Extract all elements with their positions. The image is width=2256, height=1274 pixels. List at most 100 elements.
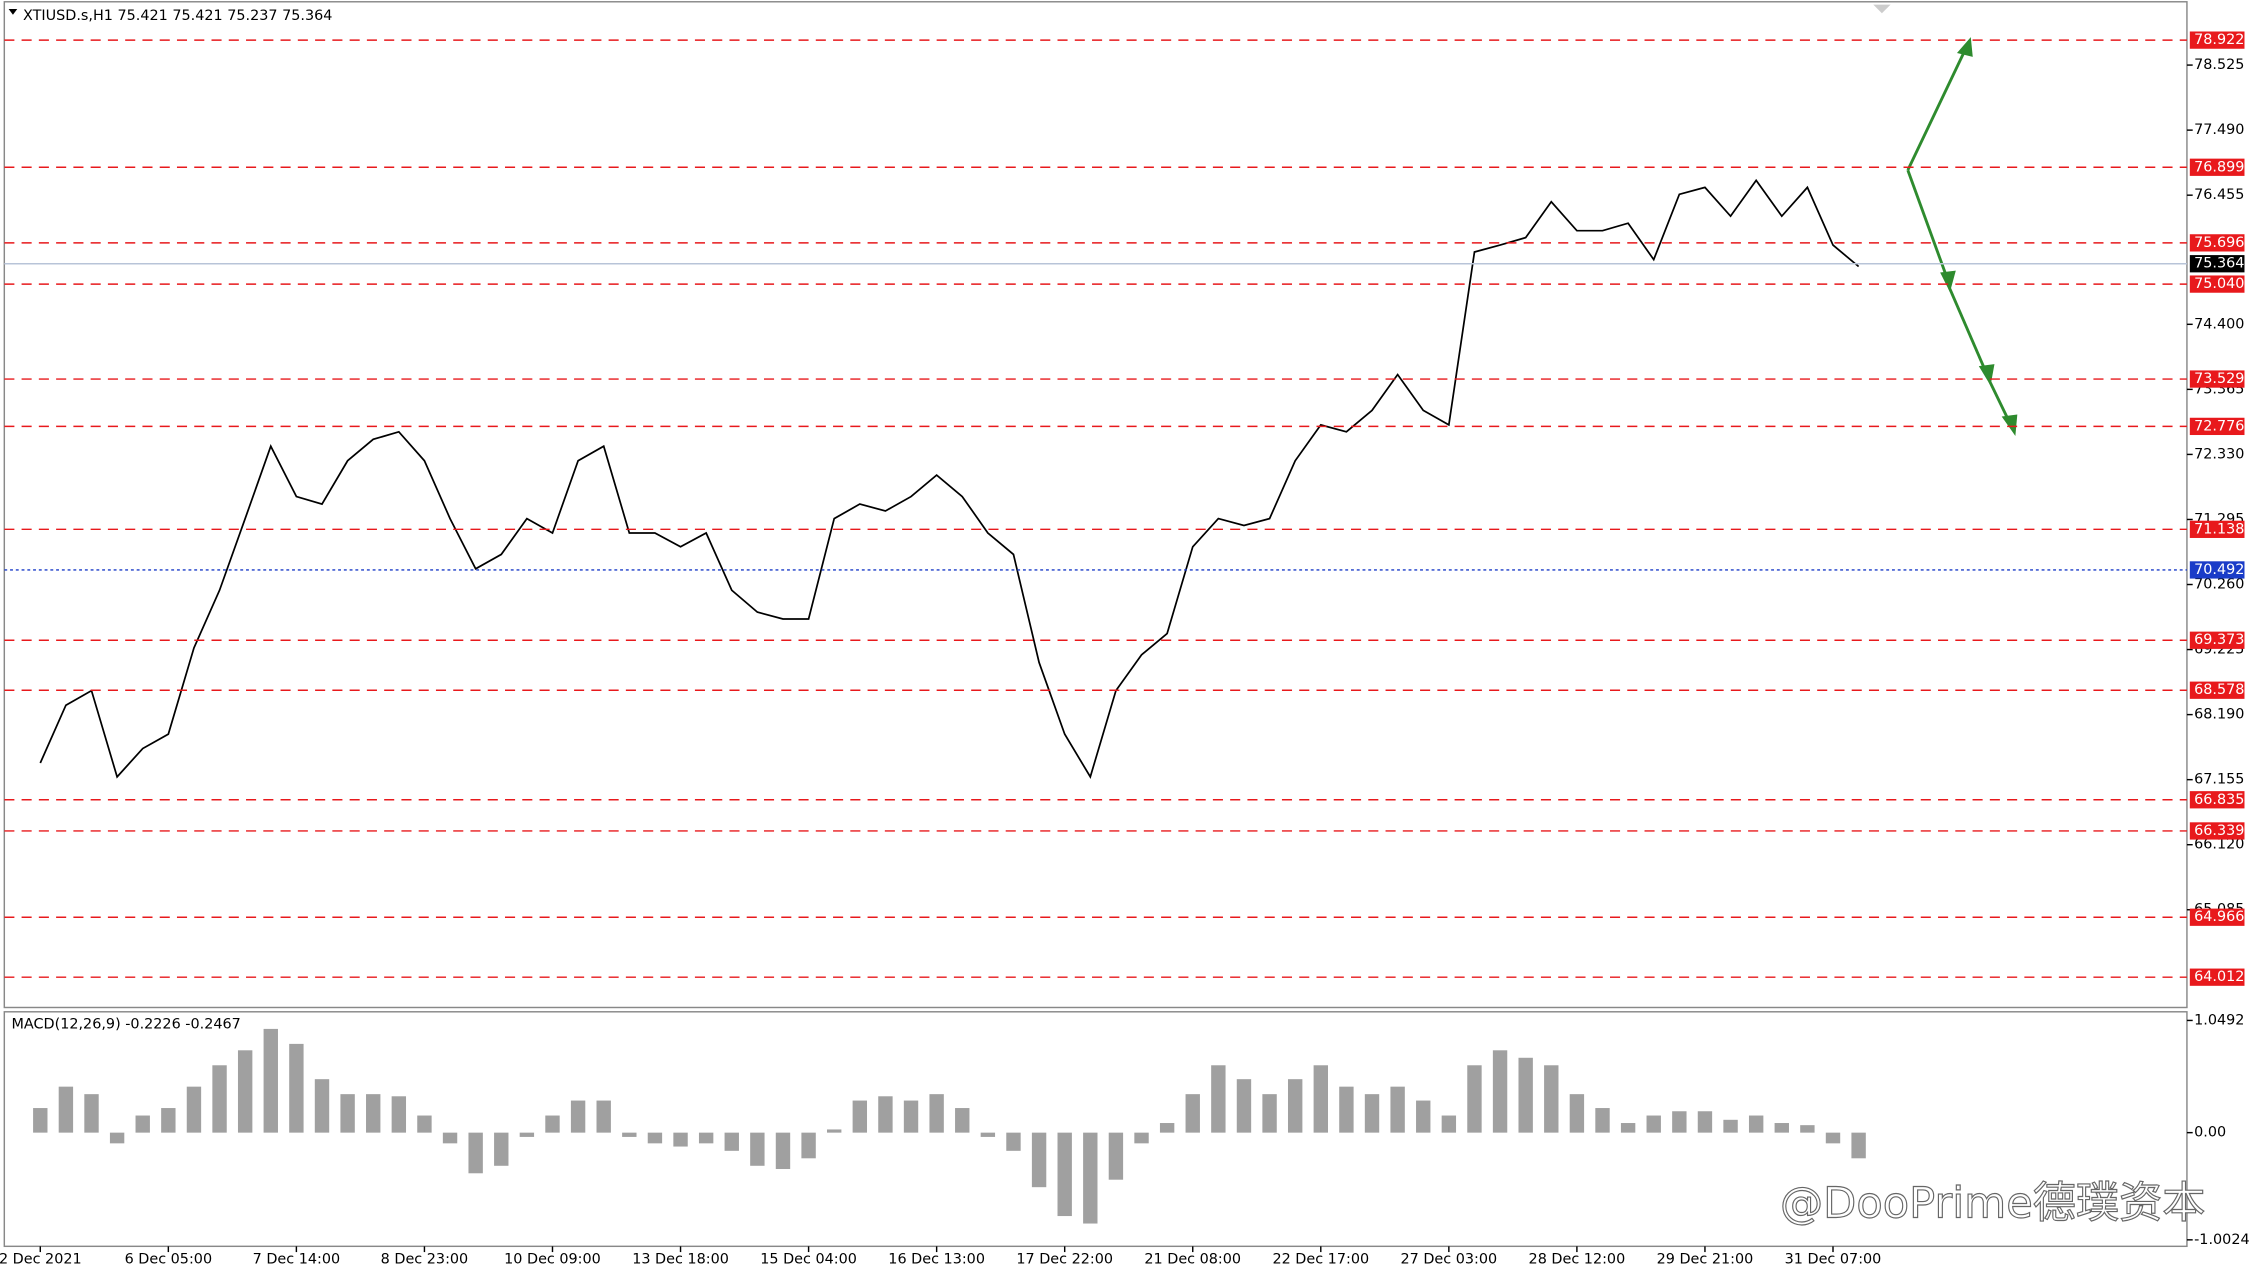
level-label: 78.922 xyxy=(2194,32,2244,48)
x-tick-label: 31 Dec 07:00 xyxy=(1785,1251,1882,1267)
x-tick-label: 6 Dec 05:00 xyxy=(125,1251,213,1267)
level-label-box xyxy=(2189,561,2245,579)
macd-bar xyxy=(1159,1123,1175,1133)
level-label: 70.492 xyxy=(2194,562,2244,578)
level-label: 69.373 xyxy=(2194,632,2244,648)
macd-pane xyxy=(3,1011,2188,1248)
y-tick-label: 74.400 xyxy=(2194,316,2244,332)
macd-bar xyxy=(673,1132,688,1147)
macd-bar xyxy=(1262,1094,1277,1133)
macd-bar xyxy=(1211,1065,1226,1133)
macd-bar xyxy=(1416,1100,1431,1133)
macd-bar xyxy=(775,1132,791,1170)
macd-bar xyxy=(1518,1057,1533,1133)
level-label-box xyxy=(2189,520,2245,538)
macd-bar xyxy=(878,1096,893,1133)
macd-bar xyxy=(1006,1132,1021,1151)
level-label-box xyxy=(2189,255,2245,273)
macd-bar xyxy=(366,1094,381,1133)
x-tick-label: 28 Dec 12:00 xyxy=(1529,1251,1626,1267)
macd-bar xyxy=(212,1065,227,1133)
level-label-box xyxy=(2189,234,2245,252)
macd-bar xyxy=(1800,1125,1815,1133)
macd-bar xyxy=(1364,1094,1380,1133)
y-tick-label: -1.0024 xyxy=(2194,1232,2250,1248)
macd-bar xyxy=(237,1050,253,1133)
macd-bar xyxy=(1620,1123,1636,1133)
macd-bar xyxy=(955,1108,970,1133)
macd-bar xyxy=(391,1096,407,1133)
x-tick-label: 22 Dec 17:00 xyxy=(1272,1251,1369,1267)
level-label-box xyxy=(2189,681,2245,699)
y-tick-label: 76.455 xyxy=(2194,187,2244,203)
y-tick-label: 72.330 xyxy=(2194,446,2244,462)
level-label: 73.529 xyxy=(2194,371,2244,387)
macd-bar xyxy=(340,1094,355,1133)
macd-bar xyxy=(1825,1132,1841,1144)
level-label-box xyxy=(2189,822,2245,840)
macd-bar xyxy=(852,1100,868,1133)
level-label-box xyxy=(2189,158,2245,176)
macd-bar xyxy=(58,1086,74,1133)
macd-bar xyxy=(519,1132,535,1137)
macd-bar xyxy=(903,1100,919,1133)
y-tick-label: 68.190 xyxy=(2194,707,2244,723)
x-tick-label: 13 Dec 18:00 xyxy=(632,1251,729,1267)
level-label: 71.138 xyxy=(2194,521,2244,537)
x-tick-label: 2 Dec 2021 xyxy=(0,1251,82,1267)
chart-title: XTIUSD.s,H1 75.421 75.421 75.237 75.364 xyxy=(23,8,332,24)
x-tick-label: 8 Dec 23:00 xyxy=(381,1251,469,1267)
menu-marker xyxy=(8,8,18,15)
macd-bar xyxy=(1390,1086,1405,1133)
level-label-box xyxy=(2189,417,2245,436)
level-label: 76.899 xyxy=(2194,159,2244,175)
macd-bar xyxy=(801,1132,816,1159)
macd-bar xyxy=(1031,1132,1047,1188)
macd-bar xyxy=(109,1132,125,1144)
macd-bar xyxy=(647,1132,663,1144)
y-tick-label: 1.0492 xyxy=(2194,1012,2244,1028)
macd-bar xyxy=(442,1132,458,1144)
macd-bar xyxy=(468,1132,483,1174)
macd-bar xyxy=(1544,1065,1559,1133)
macd-bar xyxy=(417,1115,432,1133)
x-tick-label: 10 Dec 09:00 xyxy=(504,1251,601,1267)
macd-title: MACD(12,26,9) -0.2226 -0.2467 xyxy=(12,1017,241,1033)
macd-bar xyxy=(622,1132,637,1137)
macd-bar xyxy=(494,1132,509,1166)
level-label: 75.364 xyxy=(2194,256,2244,272)
level-label-box xyxy=(2189,908,2245,926)
macd-bar xyxy=(186,1086,202,1133)
macd-bar xyxy=(314,1079,330,1133)
macd-bar xyxy=(289,1043,304,1133)
macd-bar xyxy=(1774,1123,1789,1133)
macd-bar xyxy=(1723,1119,1738,1133)
level-label-box xyxy=(2189,968,2245,986)
level-label: 75.696 xyxy=(2194,235,2244,251)
macd-bar xyxy=(1313,1065,1328,1133)
main-pane xyxy=(3,1,2188,1009)
level-label: 64.966 xyxy=(2194,909,2244,925)
macd-bar xyxy=(827,1129,842,1133)
macd-bar xyxy=(750,1132,765,1166)
macd-bar xyxy=(698,1132,714,1144)
y-tick-label: 78.525 xyxy=(2194,57,2244,73)
macd-bar xyxy=(980,1132,996,1137)
level-label-box xyxy=(2189,370,2245,388)
level-label-box xyxy=(2189,631,2245,649)
macd-bar xyxy=(1492,1050,1508,1133)
macd-bar xyxy=(263,1028,278,1133)
macd-bar xyxy=(929,1094,944,1133)
x-tick-label: 17 Dec 22:00 xyxy=(1016,1251,1113,1267)
y-tick-label: 77.490 xyxy=(2194,122,2244,138)
macd-bar xyxy=(1595,1108,1610,1133)
macd-bar xyxy=(1057,1132,1072,1217)
y-tick-label: 66.120 xyxy=(2194,837,2244,853)
macd-bar xyxy=(1851,1132,1866,1159)
level-label: 64.012 xyxy=(2194,969,2244,985)
macd-bar xyxy=(1748,1115,1764,1133)
x-tick-label: 15 Dec 04:00 xyxy=(760,1251,857,1267)
macd-bar xyxy=(1569,1094,1585,1133)
